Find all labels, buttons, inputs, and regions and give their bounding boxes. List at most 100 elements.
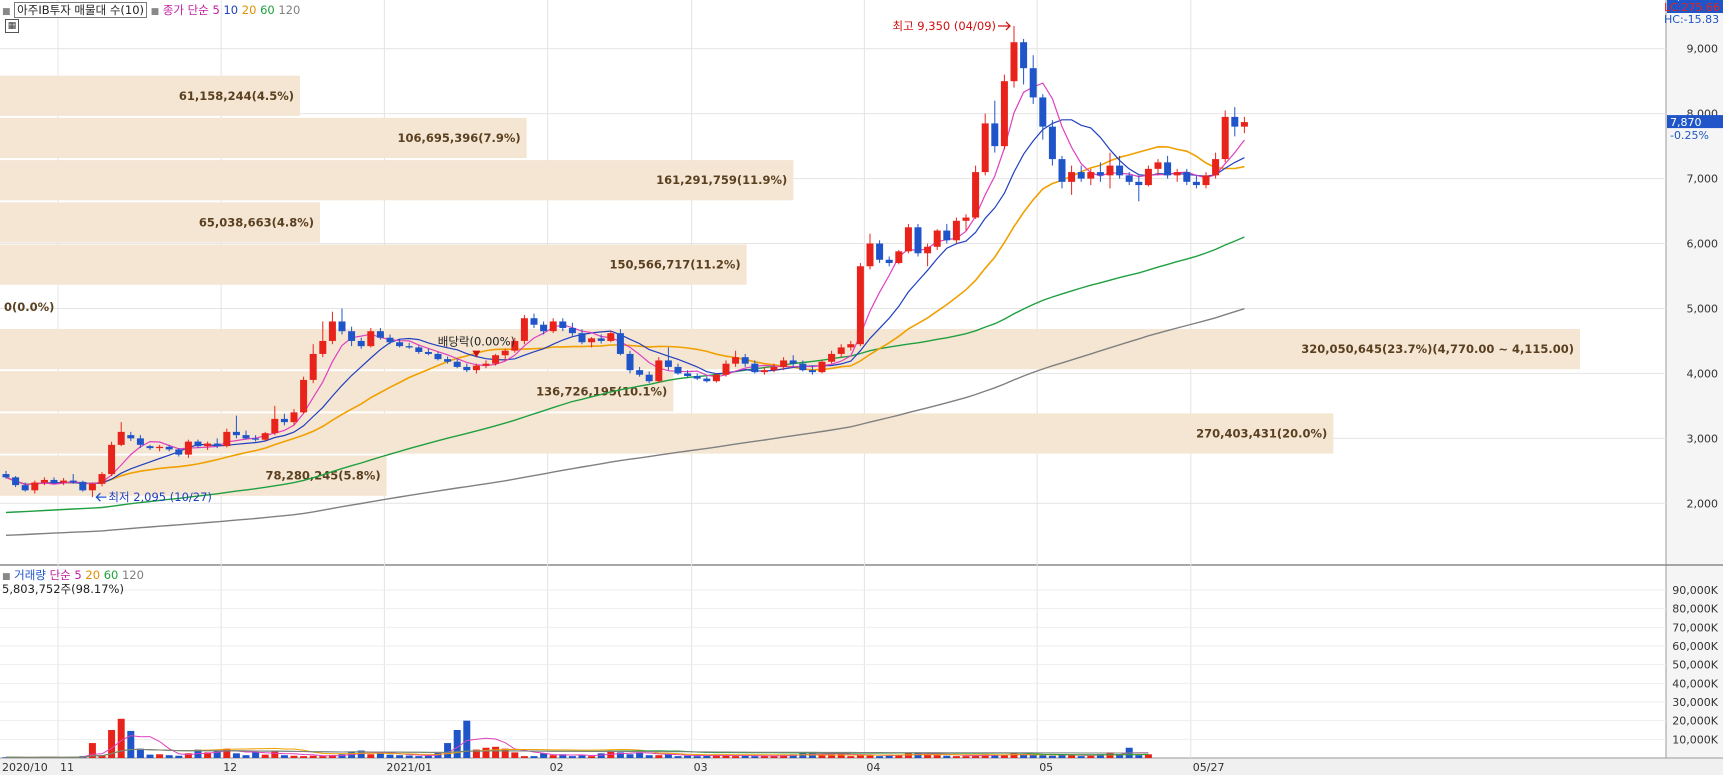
volume-bar	[367, 754, 375, 758]
candle-body	[1125, 175, 1133, 182]
candle-body	[492, 355, 500, 364]
candle-body	[626, 353, 634, 371]
candle-body	[12, 477, 20, 486]
volume-bar	[204, 752, 212, 758]
volume-pane-toggle-icon[interactable]: ■	[2, 572, 11, 582]
volume-bar	[492, 746, 500, 758]
candle-body	[1039, 97, 1047, 127]
volume-bar	[597, 753, 605, 758]
date-tick-label: 05/27	[1193, 761, 1225, 774]
candle-body	[184, 441, 192, 455]
ma60-line	[5, 236, 1245, 514]
candle-body	[559, 321, 567, 328]
volume-profile-label: 320,050,645(23.7%)(4,770.00 ~ 4,115.00)	[1301, 342, 1574, 356]
candle-body	[549, 321, 557, 332]
candle-body	[636, 370, 644, 375]
volume-bar	[405, 755, 413, 758]
volume-bar	[376, 753, 384, 758]
candle-body	[165, 446, 173, 450]
volume-bar	[165, 755, 173, 758]
volume-profile-label: 65,038,663(4.8%)	[199, 215, 314, 229]
vma5-label: 5	[74, 568, 82, 582]
candle-body	[511, 340, 519, 351]
volume-bar	[1077, 756, 1085, 758]
candle-body	[962, 217, 970, 221]
volume-bar	[300, 756, 308, 758]
y-axis-panel	[1666, 0, 1723, 775]
volume-bars	[2, 718, 1152, 758]
volume-tick-label: 10,000K	[1672, 733, 1718, 746]
date-tick-label: 12	[223, 761, 237, 774]
volume-bar	[530, 756, 538, 758]
volume-profile-band	[0, 202, 320, 243]
candle-body	[501, 350, 509, 356]
volume-bar	[568, 756, 576, 758]
ma10-label: 10	[223, 3, 239, 17]
candle-body	[386, 337, 394, 343]
candle-body	[1164, 162, 1172, 176]
candle-body	[808, 370, 816, 373]
volume-bar	[895, 754, 903, 758]
volume-bar	[1096, 754, 1104, 758]
low-arrow-icon	[95, 492, 107, 502]
candle-body	[31, 482, 39, 491]
volume-tick-label: 90,000K	[1672, 584, 1718, 597]
volume-bar	[501, 748, 509, 758]
ma120-line	[5, 308, 1245, 536]
candle-body	[703, 378, 711, 382]
high-arrow-icon	[998, 21, 1011, 31]
table-icon[interactable]: ▦	[5, 19, 19, 33]
candle-body	[1116, 165, 1124, 176]
candle-body	[732, 357, 740, 364]
volume-bar	[290, 755, 298, 758]
candle-body	[1029, 68, 1037, 98]
candle-body	[664, 360, 672, 367]
candle-body	[21, 485, 29, 491]
volume-bar	[1048, 755, 1056, 758]
volume-bar	[271, 750, 279, 758]
volume-bar	[655, 755, 663, 758]
volume-bar	[549, 755, 557, 758]
high-price-annotation: 최고 9,350 (04/09)	[892, 19, 996, 33]
volume-tick-label: 20,000K	[1672, 715, 1718, 728]
candle-body	[588, 338, 596, 343]
candle-body	[1000, 81, 1008, 147]
volume-bar	[933, 755, 941, 758]
candlestick-series	[2, 25, 1248, 498]
volume-bar	[453, 730, 461, 758]
candle-body	[40, 479, 48, 483]
candle-body	[1212, 159, 1220, 176]
candle-body	[108, 444, 116, 475]
indicator-title[interactable]: 아주IB투자 매물대 수(10)	[14, 2, 148, 18]
last-price-label: 7,870	[1670, 116, 1702, 129]
volume-profile-band	[0, 117, 527, 159]
pane-toggle-icon[interactable]: ■	[2, 7, 11, 17]
candle-body	[712, 374, 720, 382]
candle-body	[396, 342, 404, 347]
candle-body	[1096, 172, 1104, 176]
volume-ma120-line	[6, 748, 1149, 758]
volume-bar	[482, 747, 490, 758]
volume-bar	[309, 755, 317, 758]
volume-bar	[1039, 755, 1047, 758]
last-volume-label: 5,803,752주(98.17%)	[2, 582, 124, 596]
candle-body	[895, 251, 903, 264]
volume-bar	[741, 755, 749, 758]
candle-body	[472, 365, 480, 371]
volume-bar	[981, 754, 989, 758]
volume-bar	[98, 755, 106, 758]
volume-bar	[386, 754, 394, 758]
volume-profile-label: 136,726,195(10.1%)	[536, 384, 667, 398]
volume-bar	[770, 756, 778, 758]
price-tick-label: 9,000	[1687, 43, 1719, 56]
vma120-label: 120	[121, 568, 144, 582]
candle-body	[943, 230, 951, 241]
volume-bar	[924, 754, 932, 758]
candle-body	[232, 431, 240, 436]
volume-bar	[1087, 755, 1095, 758]
candle-body	[290, 412, 298, 423]
ma-toggle-icon[interactable]: ■	[150, 7, 160, 17]
candle-body	[540, 324, 548, 332]
